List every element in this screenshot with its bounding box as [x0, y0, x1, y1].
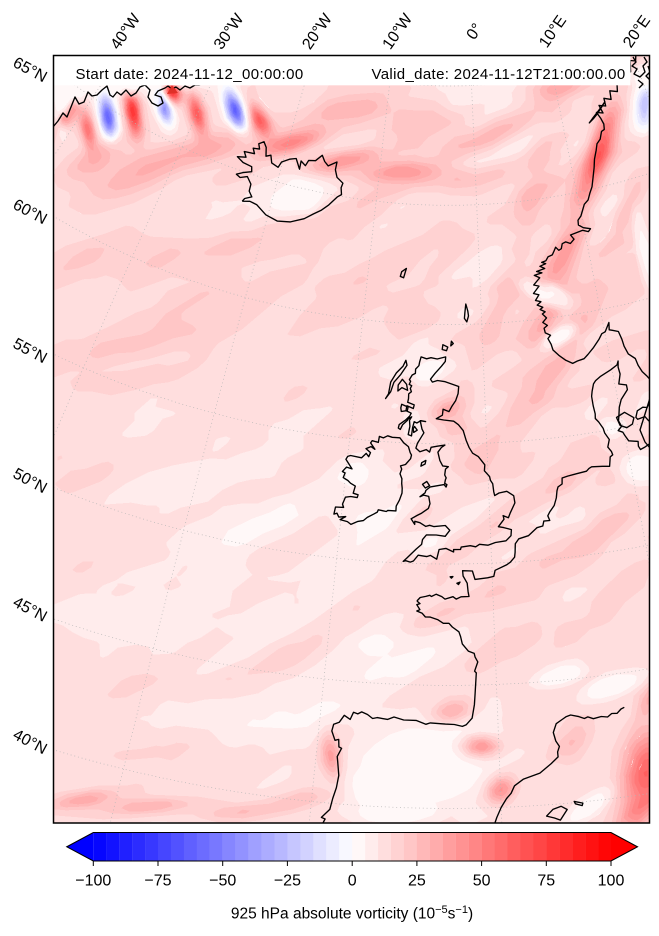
svg-text:0: 0 — [348, 873, 357, 890]
svg-text:25: 25 — [408, 873, 426, 890]
svg-text:Valid_date: 2024-11-12T21:00:0: Valid_date: 2024-11-12T21:00:00.00 — [371, 66, 625, 83]
svg-text:100: 100 — [598, 873, 625, 890]
svg-text:−75: −75 — [144, 873, 171, 890]
svg-text:−50: −50 — [209, 873, 236, 890]
svg-text:925 hPa absolute vorticity (10: 925 hPa absolute vorticity (10−5s−1) — [231, 904, 473, 923]
svg-text:−25: −25 — [274, 873, 301, 890]
svg-text:50: 50 — [473, 873, 491, 890]
svg-text:75: 75 — [537, 873, 555, 890]
svg-text:−100: −100 — [75, 873, 111, 890]
svg-text:Start date: 2024-11-12_00:00:0: Start date: 2024-11-12_00:00:00 — [75, 66, 303, 83]
